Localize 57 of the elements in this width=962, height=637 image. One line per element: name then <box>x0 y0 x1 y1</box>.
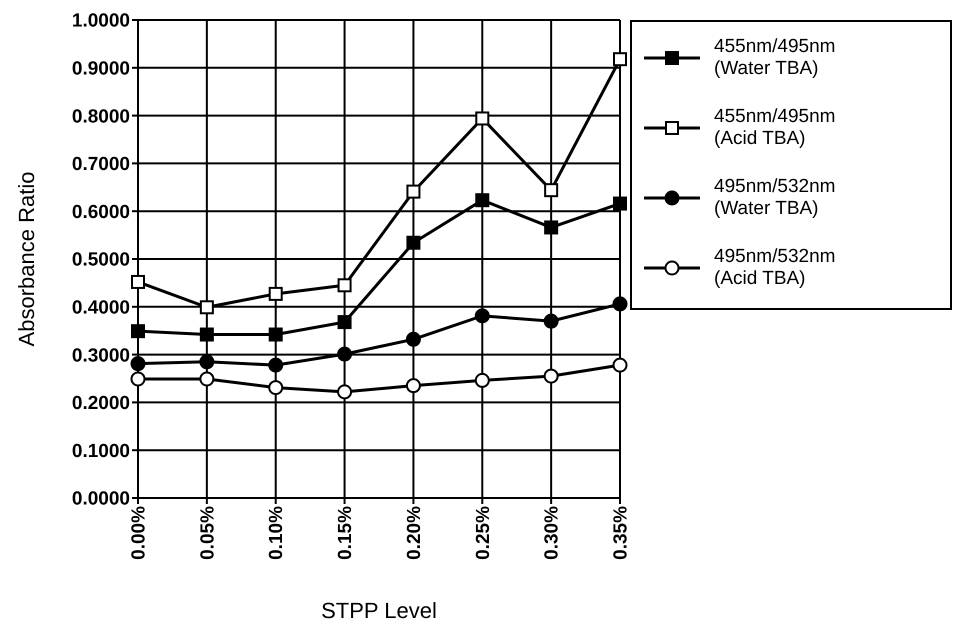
point <box>199 371 214 386</box>
point <box>337 346 352 362</box>
point <box>131 274 145 289</box>
point <box>200 328 214 342</box>
point <box>475 193 490 208</box>
legend-label: 495nm/532nm (Water TBA) <box>714 176 836 220</box>
point <box>406 378 421 394</box>
point <box>338 315 352 330</box>
x-axis-title: STPP Level <box>321 598 437 623</box>
y-tick-label: 0.8000 <box>72 106 130 128</box>
point <box>544 314 559 329</box>
legend-label: 455nm/495nm (Acid TBA) <box>714 106 836 150</box>
x-tick-label: 0.15% <box>335 506 356 560</box>
point <box>475 111 490 126</box>
y-tick-label: 0.7000 <box>72 154 130 176</box>
y-axis-title: Absorbance Ratio <box>14 172 39 346</box>
x-tick-label: 0.30% <box>542 506 563 560</box>
legend-label: 495nm/532nm (Acid TBA) <box>714 246 836 290</box>
point <box>406 184 420 199</box>
point <box>612 296 628 312</box>
y-tick-label: 0.5000 <box>72 250 130 271</box>
y-tick-label: 0.3000 <box>72 345 130 366</box>
point <box>474 308 490 324</box>
point <box>544 183 558 198</box>
point <box>131 324 145 338</box>
point <box>337 384 352 400</box>
point <box>199 354 214 370</box>
point <box>338 278 352 292</box>
point <box>474 372 490 388</box>
y-tick-label: 0.4000 <box>72 298 130 319</box>
point <box>268 328 283 342</box>
point <box>200 300 214 314</box>
point <box>268 358 284 373</box>
x-tick-label: 0.10% <box>266 506 288 560</box>
x-tick-label: 0.35% <box>610 506 632 560</box>
y-tick-label: 0.2000 <box>72 393 130 414</box>
legend-label: 455nm/495nm (Water TBA) <box>714 36 836 80</box>
point <box>268 286 283 301</box>
point <box>406 236 420 250</box>
y-tick-label: 1.0000 <box>72 10 130 32</box>
y-tick-label: 0.6000 <box>72 202 130 223</box>
point <box>544 220 558 234</box>
point <box>406 332 421 347</box>
point <box>612 358 628 373</box>
point <box>613 196 627 211</box>
y-tick-label: 0.0000 <box>72 488 130 510</box>
point <box>544 368 559 384</box>
x-tick-label: 0.20% <box>404 506 425 560</box>
y-tick-label: 0.9000 <box>72 58 130 80</box>
y-tick-label: 0.1000 <box>72 440 130 462</box>
point <box>130 371 146 386</box>
point <box>613 52 627 66</box>
x-tick-label: 0.25% <box>472 506 494 560</box>
point <box>130 356 146 372</box>
x-tick-label: 0.00% <box>128 506 150 560</box>
point <box>268 380 284 396</box>
x-tick-label: 0.05% <box>197 506 218 560</box>
